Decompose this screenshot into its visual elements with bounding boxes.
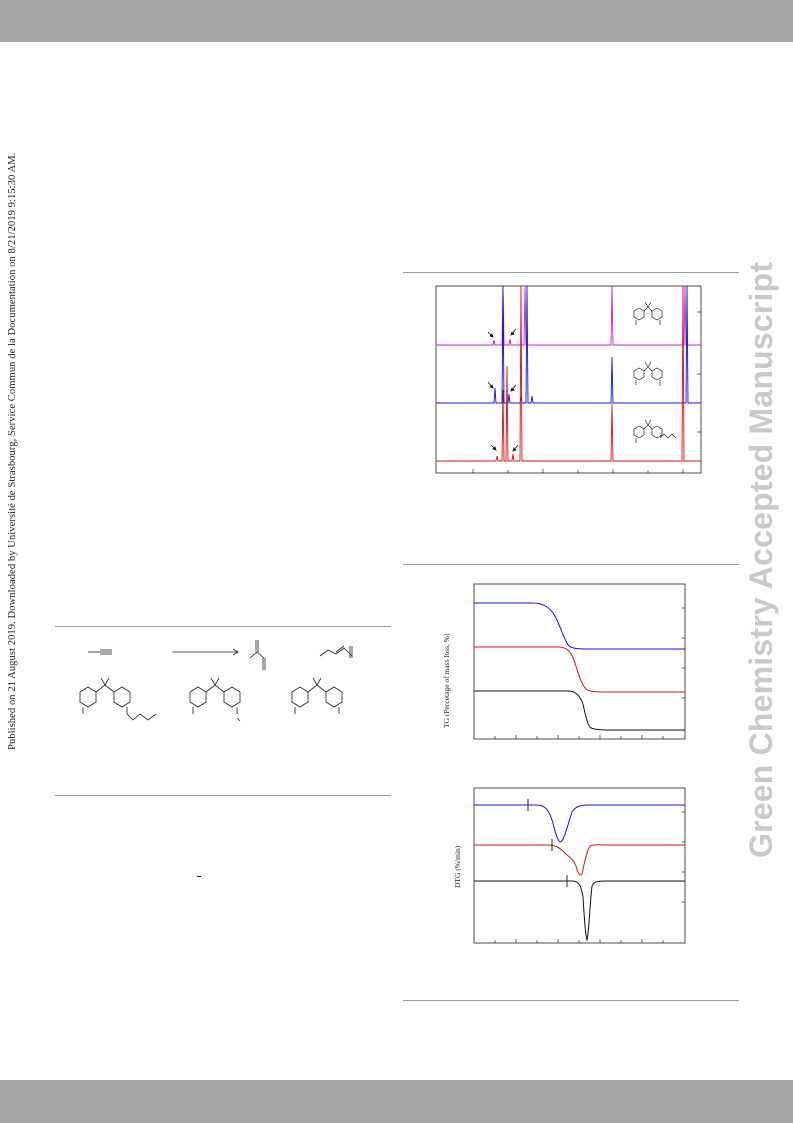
watermark: Green Chemistry Accepted Manuscript (742, 262, 786, 862)
bottom-footer-band (0, 1080, 793, 1123)
nmr-spectra-figure (435, 285, 702, 474)
dtg-trace-blue (474, 804, 685, 843)
dtg-x-ticks (494, 811, 685, 943)
product-dimer-2 (189, 677, 241, 722)
nmr-x-ticks (472, 311, 701, 473)
reaction-scheme (79, 640, 353, 722)
figure-rule-bottom-right (403, 1000, 739, 1001)
nmr-frame (435, 285, 702, 474)
product-diene-2 (319, 645, 353, 658)
tg-x-ticks (494, 607, 685, 739)
dtg-onset-markers (527, 799, 568, 887)
figure-rule-top-right (403, 272, 739, 273)
publication-sidebar: Published on 21 August 2019. Downloaded … (2, 153, 24, 750)
small-dash-mark (197, 876, 201, 877)
dtg-ylabel: DTG (%/min) (453, 845, 462, 888)
tg-trace-red (474, 646, 685, 693)
alkyne-reactant (88, 649, 112, 655)
scheme-rule-bottom (55, 795, 391, 796)
nmr-trace-red (436, 285, 701, 462)
nmr-molecule-2 (633, 361, 663, 386)
tg-frame (473, 583, 686, 740)
product-diene-1 (249, 640, 266, 670)
tg-trace-black (474, 690, 685, 731)
tg-trace-blue (474, 602, 685, 650)
nmr-arrows (487, 328, 519, 452)
watermark-text: Green Chemistry Accepted Manuscript (743, 261, 779, 858)
product-dimer-3 (291, 677, 343, 714)
product-dimer-1 (79, 677, 157, 721)
nmr-molecule-3 (633, 419, 677, 443)
nmr-trace-blue (436, 285, 701, 404)
tg-figure: TG (Percetage of mass loss, %) (442, 583, 686, 740)
dtg-trace-red (474, 844, 685, 876)
dtg-trace-black (474, 880, 685, 942)
tg-ylabel: TG (Percetage of mass loss, %) (442, 633, 451, 728)
top-header-band (0, 0, 793, 42)
reaction-arrow (172, 648, 239, 656)
publication-note: Published on 21 August 2019. Downloaded … (7, 152, 18, 750)
dtg-frame (473, 787, 686, 944)
nmr-trace-magenta (436, 285, 701, 346)
dtg-figure: DTG (%/min) (453, 787, 686, 944)
figure-rule-mid-right (403, 564, 739, 565)
nmr-molecule-1 (633, 301, 663, 325)
scheme-rule-top (55, 626, 391, 627)
